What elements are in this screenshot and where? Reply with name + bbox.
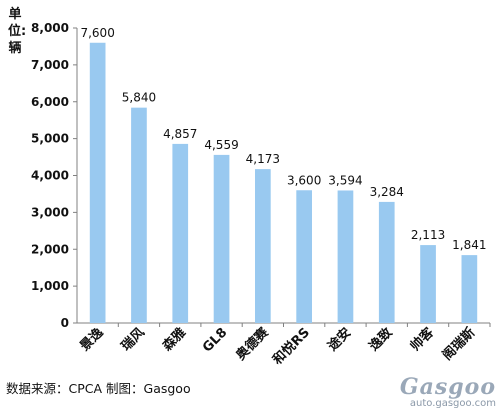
data-label: 7,600 (80, 26, 114, 40)
data-label: 4,857 (163, 127, 197, 141)
x-tick-label: 奥德赛 (233, 324, 273, 364)
x-tick-label: 和悦RS (270, 325, 313, 368)
bar (131, 107, 147, 324)
bar (337, 190, 354, 323)
source-note: 数据来源：CPCA 制图：Gasgoo (6, 381, 191, 396)
y-tick-label: 8,000 (31, 21, 69, 35)
bar (296, 190, 312, 323)
bar (89, 42, 106, 323)
x-tick-label: 瑞风 (118, 325, 148, 355)
watermark-url: auto.gasgoo.com (409, 398, 496, 409)
x-tick-label: 逸致 (366, 324, 396, 354)
x-tick-label: 森雅 (159, 325, 189, 355)
y-tick-label: 6,000 (31, 95, 69, 109)
data-label: 1,841 (452, 238, 486, 252)
data-label: 2,113 (411, 228, 445, 242)
data-label: 3,284 (370, 185, 404, 199)
x-tick-label: 阁瑞斯 (439, 325, 478, 364)
x-tick-label: GL8 (200, 325, 230, 355)
x-tick-label: 景逸 (77, 325, 107, 355)
bar (255, 169, 271, 323)
bar (420, 245, 436, 323)
data-label: 4,559 (204, 138, 238, 152)
y-axis-label: 单位:辆 (8, 7, 27, 56)
y-tick-label: 7,000 (31, 58, 69, 72)
y-tick-label: 2,000 (31, 242, 69, 256)
x-tick-label: 帅客 (407, 324, 437, 354)
bar (172, 143, 189, 323)
y-tick-label: 0 (61, 316, 69, 330)
bar (213, 154, 230, 323)
bar (378, 201, 395, 323)
data-label: 5,840 (122, 91, 156, 105)
y-tick-label: 1,000 (31, 279, 69, 293)
watermark: Gasgoo auto.gasgoo.com (400, 376, 496, 409)
bar (461, 255, 478, 323)
watermark-logo: Gasgoo (399, 374, 496, 400)
y-tick-label: 4,000 (31, 169, 69, 183)
y-tick-label: 3,000 (31, 205, 69, 219)
y-tick-label: 5,000 (31, 132, 69, 146)
data-label: 3,594 (328, 173, 362, 187)
data-label: 3,600 (287, 173, 321, 187)
data-label: 4,173 (246, 152, 280, 166)
x-tick-label: 途安 (325, 325, 355, 355)
